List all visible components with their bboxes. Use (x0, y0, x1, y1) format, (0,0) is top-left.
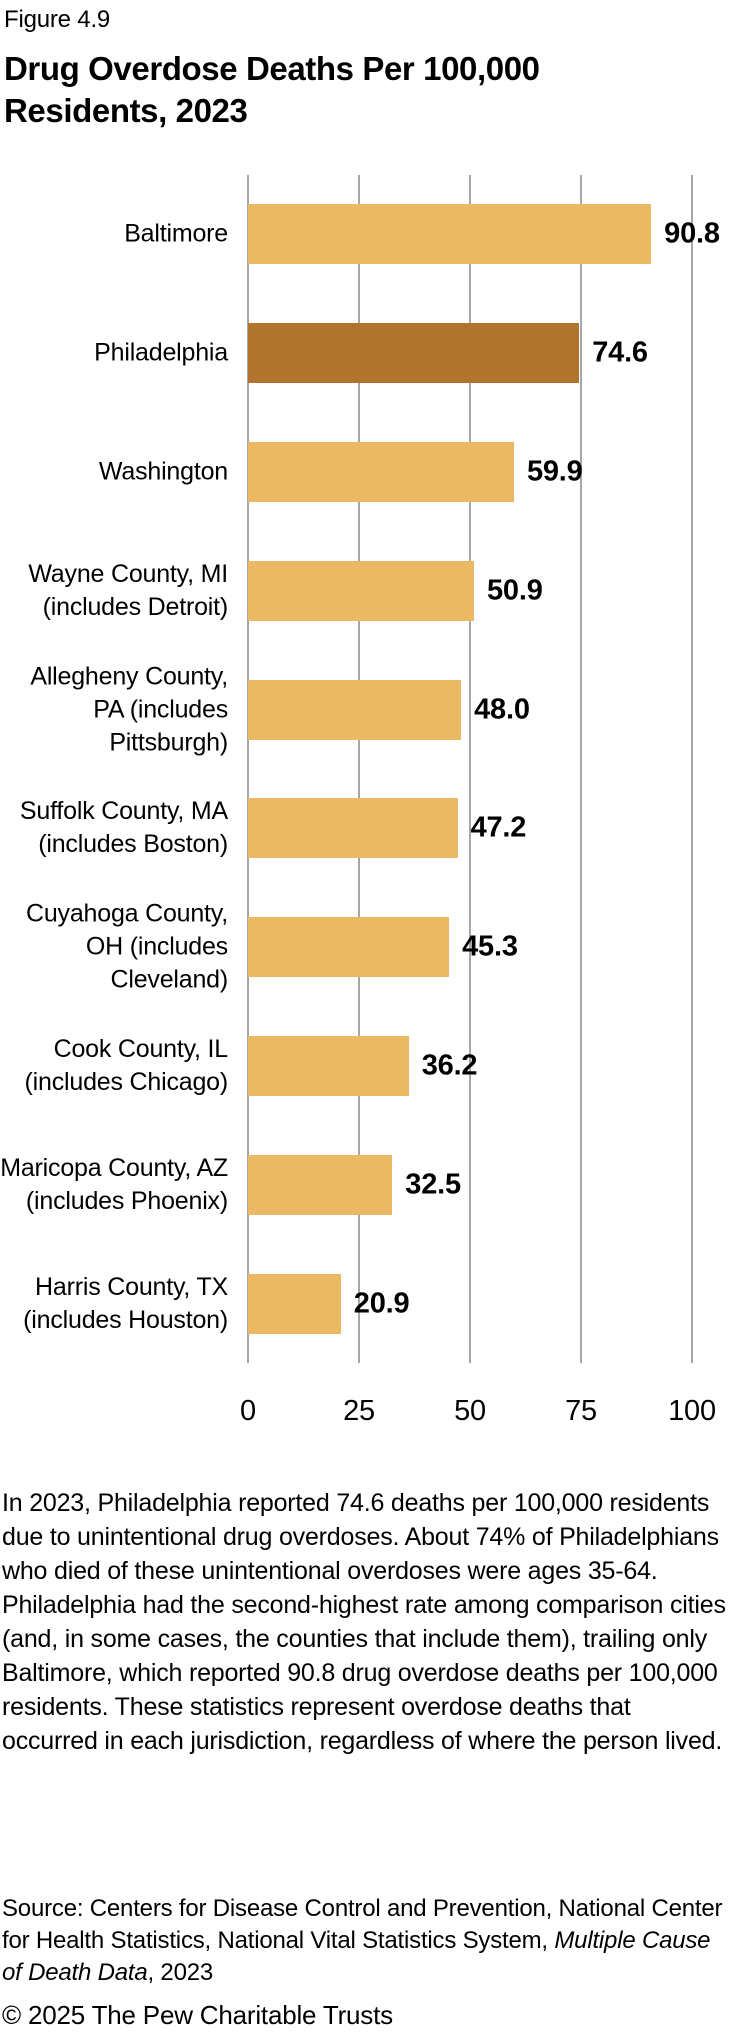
gridline (469, 175, 471, 1363)
x-axis-tick-label: 100 (668, 1395, 716, 1427)
bar (248, 560, 474, 621)
source-text-prefix: Source: Centers for Disease Control and … (2, 1895, 723, 1954)
source-note: Source: Centers for Disease Control and … (2, 1893, 730, 1989)
bar (248, 1036, 409, 1096)
bar-value-label: 59.9 (526, 455, 583, 488)
bar-value-label: 32.5 (405, 1168, 461, 1201)
bar-value-label: 36.2 (421, 1049, 478, 1082)
category-label: Cook County, IL (includes Chicago) (24, 1035, 229, 1096)
x-axis-tick-label: 50 (454, 1395, 486, 1427)
copyright: © 2025 The Pew Charitable Trusts (2, 2000, 393, 2030)
x-axis-tick-label: 75 (565, 1395, 597, 1427)
gridline (247, 175, 249, 1363)
category-label: Harris County, TX (includes Houston) (23, 1272, 228, 1334)
category-label: Cuyahoga County, OH (includes Cleveland) (25, 899, 228, 994)
bar (248, 1154, 393, 1215)
category-label: Maricopa County, AZ (includes Phoenix) (0, 1153, 228, 1215)
figure-description: In 2023, Philadelphia reported 74.6 deat… (2, 1489, 726, 1755)
category-label: Allegheny County, PA (includes Pittsburg… (30, 662, 228, 757)
category-label: Philadelphia (94, 338, 228, 367)
bar-value-label: 90.8 (664, 217, 720, 250)
category-label: Wayne County, MI (includes Detroit) (28, 559, 228, 621)
figure-title: Drug Overdose Deaths Per 100,000 Residen… (4, 50, 540, 129)
bar-value-label: 20.9 (353, 1287, 410, 1320)
source-text-italic: Multiple Cause of Death Data (2, 1927, 711, 1986)
category-label: Washington (98, 457, 228, 486)
bar (248, 442, 514, 502)
x-axis-tick-label: 0 (240, 1395, 256, 1427)
bar-chart: 90.8 74.6 59.9 50.9 48.0 47.2 45.3 36.2 32.5 20.9… (0, 175, 720, 1427)
category-label: Suffolk County, MA (includes Boston) (19, 797, 228, 859)
bar-value-label: 48.0 (474, 693, 530, 726)
bar-value-label: 45.3 (462, 930, 518, 963)
figure-label: Figure 4.9 (4, 6, 111, 33)
bar-highlighted (248, 323, 580, 384)
gridline (691, 175, 693, 1363)
source-text-suffix: , 2023 (147, 1959, 214, 1986)
bar-value-label: 50.9 (486, 574, 543, 607)
chart-plot: 90.8 74.6 59.9 50.9 48.0 47.2 45.3 36.2 32.5 20.9 (247, 175, 720, 1363)
category-label: Baltimore (124, 219, 228, 248)
bar-value-label: 74.6 (592, 336, 648, 369)
bar-value-label: 47.2 (470, 811, 527, 844)
gridline (580, 175, 582, 1363)
bar (248, 679, 462, 740)
x-axis-tick-label: 25 (343, 1395, 375, 1427)
bar (248, 1273, 341, 1334)
bar (248, 798, 458, 859)
bar (248, 204, 652, 265)
gridline (358, 175, 360, 1363)
bar (248, 917, 450, 978)
